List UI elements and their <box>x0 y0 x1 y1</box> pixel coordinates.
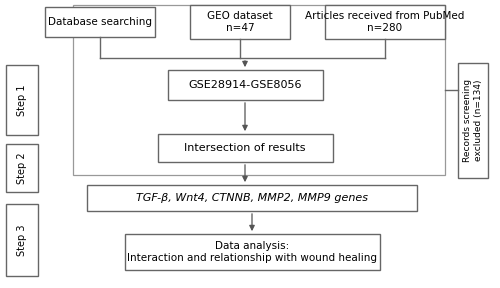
Text: Records screening
excluded (n=134): Records screening excluded (n=134) <box>464 78 482 162</box>
Text: Step 3: Step 3 <box>17 224 27 256</box>
Bar <box>190 5 290 39</box>
Bar <box>458 62 488 177</box>
Text: Step 1: Step 1 <box>17 84 27 116</box>
Bar <box>124 234 380 270</box>
Text: Step 2: Step 2 <box>17 152 27 184</box>
Bar <box>325 5 445 39</box>
Bar <box>73 5 445 175</box>
Bar <box>45 7 155 37</box>
Text: GSE28914-GSE8056: GSE28914-GSE8056 <box>188 80 302 90</box>
Text: Intersection of results: Intersection of results <box>184 143 306 153</box>
Bar <box>6 144 38 192</box>
Bar <box>6 204 38 276</box>
Text: GEO dataset
n=47: GEO dataset n=47 <box>207 11 273 33</box>
Bar <box>87 185 417 211</box>
Text: Data analysis:
Interaction and relationship with wound healing: Data analysis: Interaction and relations… <box>127 241 377 263</box>
Text: Database searching: Database searching <box>48 17 152 27</box>
Bar <box>158 134 332 162</box>
Bar <box>168 70 322 100</box>
Bar <box>6 65 38 135</box>
Text: TGF-β, Wnt4, CTNNB, MMP2, MMP9 genes: TGF-β, Wnt4, CTNNB, MMP2, MMP9 genes <box>136 193 368 203</box>
Text: Articles received from PubMed
n=280: Articles received from PubMed n=280 <box>306 11 464 33</box>
